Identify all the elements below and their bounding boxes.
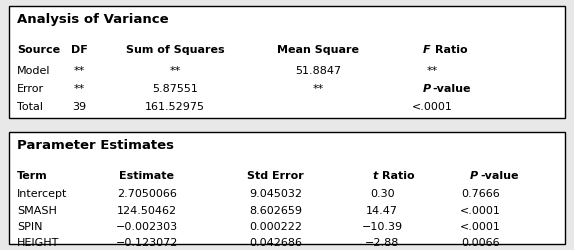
Text: −2.88: −2.88 — [365, 237, 400, 247]
Text: 39: 39 — [73, 102, 87, 112]
Text: 0.7666: 0.7666 — [461, 189, 499, 198]
Text: 0.042686: 0.042686 — [249, 237, 302, 247]
Text: DF: DF — [71, 45, 88, 55]
Text: −10.39: −10.39 — [362, 221, 403, 231]
Text: **: ** — [74, 66, 86, 76]
Text: 124.50462: 124.50462 — [117, 205, 177, 215]
Text: 8.602659: 8.602659 — [249, 205, 302, 215]
Text: Intercept: Intercept — [17, 189, 67, 198]
Text: 51.8847: 51.8847 — [295, 66, 341, 76]
Text: -value: -value — [480, 170, 519, 180]
Text: F: F — [422, 45, 430, 55]
Text: 0.30: 0.30 — [370, 189, 394, 198]
Text: 9.045032: 9.045032 — [249, 189, 302, 198]
Text: Total: Total — [17, 102, 43, 112]
Text: 2.7050066: 2.7050066 — [117, 189, 177, 198]
Text: P: P — [470, 170, 478, 180]
Text: Error: Error — [17, 84, 44, 94]
Text: 14.47: 14.47 — [366, 205, 398, 215]
Text: **: ** — [312, 84, 323, 94]
Text: Analysis of Variance: Analysis of Variance — [17, 13, 169, 26]
Text: Term: Term — [17, 170, 48, 180]
Text: −0.002303: −0.002303 — [116, 221, 178, 231]
Text: 0.000222: 0.000222 — [249, 221, 302, 231]
Text: SMASH: SMASH — [17, 205, 57, 215]
Text: −0.123072: −0.123072 — [116, 237, 178, 247]
Text: SPIN: SPIN — [17, 221, 42, 231]
Text: <.0001: <.0001 — [460, 221, 501, 231]
Text: P: P — [422, 84, 430, 94]
Text: Ratio: Ratio — [382, 170, 415, 180]
FancyBboxPatch shape — [9, 7, 565, 119]
Text: **: ** — [74, 84, 86, 94]
Text: <.0001: <.0001 — [412, 102, 453, 112]
Text: Parameter Estimates: Parameter Estimates — [17, 138, 174, 151]
Text: Ratio: Ratio — [435, 45, 468, 55]
Text: 161.52975: 161.52975 — [145, 102, 205, 112]
Text: **: ** — [169, 66, 181, 76]
Text: <.0001: <.0001 — [460, 205, 501, 215]
Text: 0.0066: 0.0066 — [461, 237, 499, 247]
Text: **: ** — [427, 66, 439, 76]
Text: HEIGHT: HEIGHT — [17, 237, 59, 247]
FancyBboxPatch shape — [9, 132, 565, 244]
Text: 5.87551: 5.87551 — [152, 84, 198, 94]
Text: -value: -value — [433, 84, 471, 94]
Text: Mean Square: Mean Square — [277, 45, 359, 55]
Text: t: t — [372, 170, 378, 180]
Text: Sum of Squares: Sum of Squares — [126, 45, 224, 55]
Text: Estimate: Estimate — [119, 170, 174, 180]
Text: Source: Source — [17, 45, 60, 55]
Text: Model: Model — [17, 66, 51, 76]
Text: Std Error: Std Error — [247, 170, 304, 180]
